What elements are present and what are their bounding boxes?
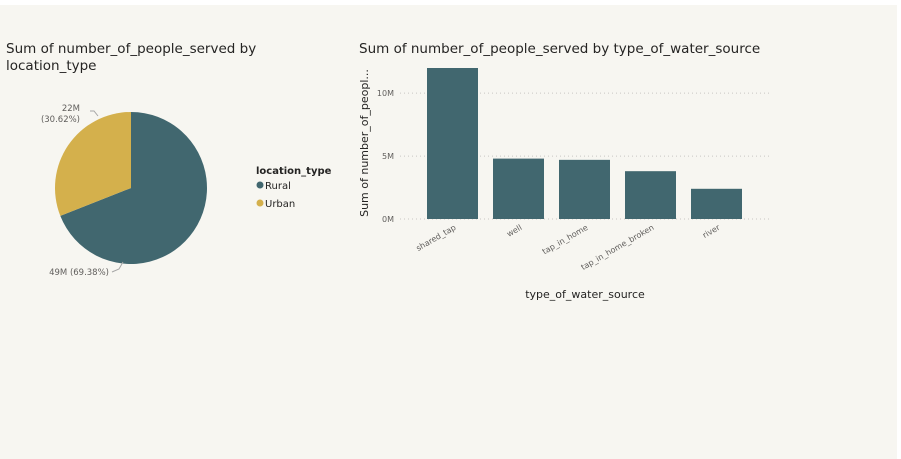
x-axis-title: type_of_water_source [525, 288, 645, 301]
bar-tap-in-home-broken[interactable] [625, 171, 676, 219]
bar-tap-in-home[interactable] [559, 159, 610, 219]
bar-chart-visual[interactable]: Sum of number_of_people_served by type_o… [350, 41, 780, 311]
x-tick-label: shared_tap [415, 223, 458, 253]
bar-shared-tap[interactable] [427, 68, 478, 219]
y-tick-label: 10M [377, 89, 394, 98]
rural-leader-line [111, 261, 124, 273]
pie-slice-rural[interactable] [60, 112, 208, 264]
legend-rural-label[interactable]: Rural [265, 181, 291, 192]
bar-y-ticks: 0M 5M 10M [377, 89, 394, 224]
pie-chart-title: Sum of number_of_people_served by locati… [6, 41, 257, 74]
x-tick-label: tap_in_home [541, 223, 590, 256]
pie-chart-visual[interactable]: Sum of number_of_people_served by locati… [6, 41, 346, 301]
bar-chart-title: Sum of number_of_people_served by type_o… [359, 41, 761, 57]
x-tick-label: tap_in_home_broken [580, 223, 656, 272]
x-tick-label: river [701, 223, 722, 240]
urban-leader-line [90, 110, 99, 117]
bar-x-ticks: shared_tap well tap_in_hometap_in_home_bro… [415, 223, 723, 272]
y-tick-label: 5M [382, 152, 394, 161]
bar-river[interactable] [691, 188, 742, 219]
urban-data-label-percent: (30.62%) [41, 115, 80, 125]
x-tick-label: well [505, 223, 523, 239]
y-axis-title: Sum of number_of_peopl... [358, 69, 371, 217]
pie-chart: 22M (30.62%) 49M (69.38%) location_type … [41, 104, 332, 278]
legend-urban-label[interactable]: Urban [265, 199, 295, 210]
rural-data-label: 49M (69.38%) [49, 268, 109, 278]
urban-data-label-value: 22M [62, 104, 80, 114]
right-border [897, 0, 901, 459]
pie-slices [55, 112, 208, 264]
legend-rural-marker [256, 181, 264, 189]
bar-well[interactable] [493, 158, 544, 219]
bar-chart: 0M 5M 10M shared_tap well tap_in_hometap_in_… [358, 68, 772, 301]
legend-urban-marker [256, 199, 264, 207]
y-tick-label: 0M [382, 215, 394, 224]
pie-slice-urban[interactable] [55, 112, 131, 216]
bar-bars [427, 68, 742, 219]
top-border [0, 0, 897, 5]
legend-title: location_type [256, 166, 332, 177]
